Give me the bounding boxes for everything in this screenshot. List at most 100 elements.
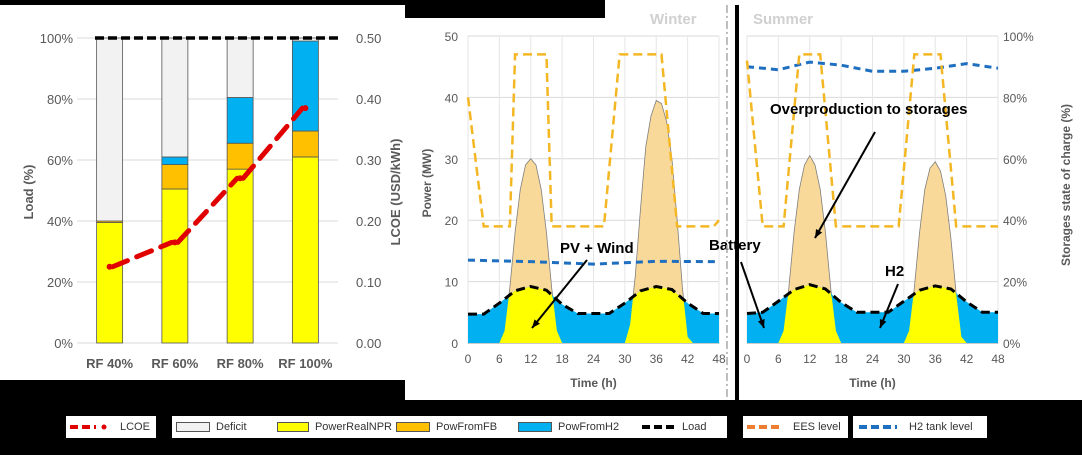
bar-segment-powerrealnpr [96, 222, 124, 344]
chart-background [0, 5, 405, 380]
y2-tick-label: 40% [1003, 214, 1027, 228]
y-tick-label: 30 [445, 153, 459, 167]
y2-tick-label: 100% [1003, 30, 1034, 44]
bar-segment-powfromfb [226, 142, 254, 170]
y2-tick-label: 0.50 [356, 31, 381, 46]
y-tick-label: 50 [445, 30, 459, 44]
legend-label: Load [682, 421, 707, 433]
x-tick-label: 12 [524, 352, 538, 366]
pv-swatch [277, 422, 309, 432]
x-tick-label: 6 [496, 352, 503, 366]
bar-segment-deficit [161, 37, 189, 158]
x-tick-label: RF 60% [151, 356, 198, 371]
bar-segment-powfromh2 [291, 40, 319, 132]
storage-soc-line [745, 53, 998, 228]
annotation-overproduction: Overproduction to storages [770, 101, 968, 118]
lcoe-point [237, 175, 244, 182]
bar-segment-powerrealnpr [161, 188, 189, 344]
annotation-arrow [740, 261, 765, 329]
bar-segment-powfromh2 [226, 97, 254, 144]
legend-label: LCOE [120, 421, 150, 433]
load-line [468, 284, 719, 316]
y2-axis-label: Storages state of charge (%) [1059, 104, 1073, 266]
x-tick-label: 42 [681, 352, 695, 366]
winter-panel: 0 6 12 18 24 30 36 42 48 0 10 20 30 40 50 Time (h) PV + … [445, 30, 726, 390]
legend-label: H2 tank level [909, 421, 973, 433]
x-tick-label: 18 [555, 352, 569, 366]
lcoe-point [106, 263, 113, 270]
arrow-head [532, 319, 540, 328]
arrow-head [815, 229, 823, 238]
y2-tick-label: 0.20 [356, 214, 381, 229]
summer-panel: 0 6 12 18 24 30 36 42 480%20%40%60%80%100%Time (… [709, 30, 1034, 390]
bar-segment-powfromh2 [161, 156, 189, 165]
legend-label: PowFromH2 [558, 421, 620, 433]
y2-axis-label: LCOE (USD/kWh) [388, 139, 403, 246]
h2-tank-level-line [467, 258, 720, 266]
y-tick-label: 40 [445, 91, 459, 105]
y-tick-label: 80% [47, 92, 73, 107]
x-tick-label: 12 [803, 352, 817, 366]
x-tick-label: 30 [618, 352, 632, 366]
power-timeseries-chart: 0 6 12 18 24 30 36 42 48 0 10 20 30 40 50 Time (h) PV + … [405, 0, 1082, 400]
x-axis-label: Time (h) [570, 376, 616, 390]
x-tick-label: 48 [712, 352, 726, 366]
x-tick-label: 30 [897, 352, 911, 366]
deficit-swatch [176, 422, 210, 432]
y-tick-label: 40% [47, 214, 73, 229]
x-tick-label: 42 [960, 352, 974, 366]
x-axis-ticks: RF 40% RF 60% RF 80% RF 100% [86, 356, 333, 371]
legend-powerrealnpr: PowerRealNPR [277, 416, 392, 438]
pv-supply-area [468, 286, 719, 343]
y-tick-label: 100% [40, 31, 74, 46]
y-tick-label: 0 [451, 337, 458, 351]
legend-ees: EES level [743, 416, 848, 438]
y2-axis-ticks: 0.00 0.10 0.20 0.30 0.40 0.50 [356, 31, 381, 351]
lcoe-point [302, 105, 309, 112]
x-axis-label: Time (h) [849, 376, 895, 390]
y2-tick-label: 80% [1003, 91, 1027, 105]
y-axis-label: Load (%) [21, 165, 36, 220]
lcoe-segment [110, 239, 175, 270]
panel-title-winter: Winter [650, 11, 697, 28]
bar-segment-deficit [226, 37, 254, 98]
y2-tick-label: 20% [1003, 276, 1027, 290]
y-tick-label: 10 [445, 276, 459, 290]
x-tick-label: RF 100% [278, 356, 333, 371]
panel-separator [735, 5, 739, 400]
y-tick-label: 20 [445, 214, 459, 228]
annotation-h2: H2 [885, 263, 904, 280]
bar-segment-powfromfb [161, 164, 189, 190]
legend-powfromfb: PowFromFB [392, 416, 512, 438]
legend-load: Load [632, 416, 727, 438]
h2-tank-level-line [746, 60, 999, 73]
y-axis-ticks: 0% 20% 40% 60% 80% 100% [40, 31, 74, 351]
x-tick-label: 36 [929, 352, 943, 366]
bar-segment-powerrealnpr [226, 168, 254, 344]
y2-tick-label: 0.30 [356, 153, 381, 168]
legend-deficit: Deficit [172, 416, 277, 438]
arrow-head [879, 319, 887, 328]
legend-label: Deficit [216, 421, 247, 433]
bar-stack-group [95, 36, 338, 344]
legend-lcoe: LCOE [66, 416, 156, 438]
lcoe-segment [175, 175, 240, 245]
y-tick-label: 20% [47, 275, 73, 290]
x-tick-label: 6 [775, 352, 782, 366]
ees-swatch [747, 425, 781, 429]
lcoe-segment [240, 105, 305, 181]
y2-tick-label: 0.40 [356, 92, 381, 107]
bar-segment-powerrealnpr [291, 156, 319, 344]
x-tick-label: 24 [866, 352, 880, 366]
h2-swatch [518, 422, 552, 432]
y2-tick-label: 0.00 [356, 336, 381, 351]
y-tick-label: 60% [47, 153, 73, 168]
legend-h2tank: H2 tank level [853, 416, 987, 438]
fb-swatch [396, 422, 430, 432]
legend-powfromh2: PowFromH2 [512, 416, 632, 438]
arrow-head [757, 319, 765, 328]
y-axis-label: Power (MW) [420, 149, 434, 218]
x-tick-label: 48 [991, 352, 1005, 366]
annotation-arrow [531, 259, 588, 329]
lcoe-line [106, 105, 309, 270]
